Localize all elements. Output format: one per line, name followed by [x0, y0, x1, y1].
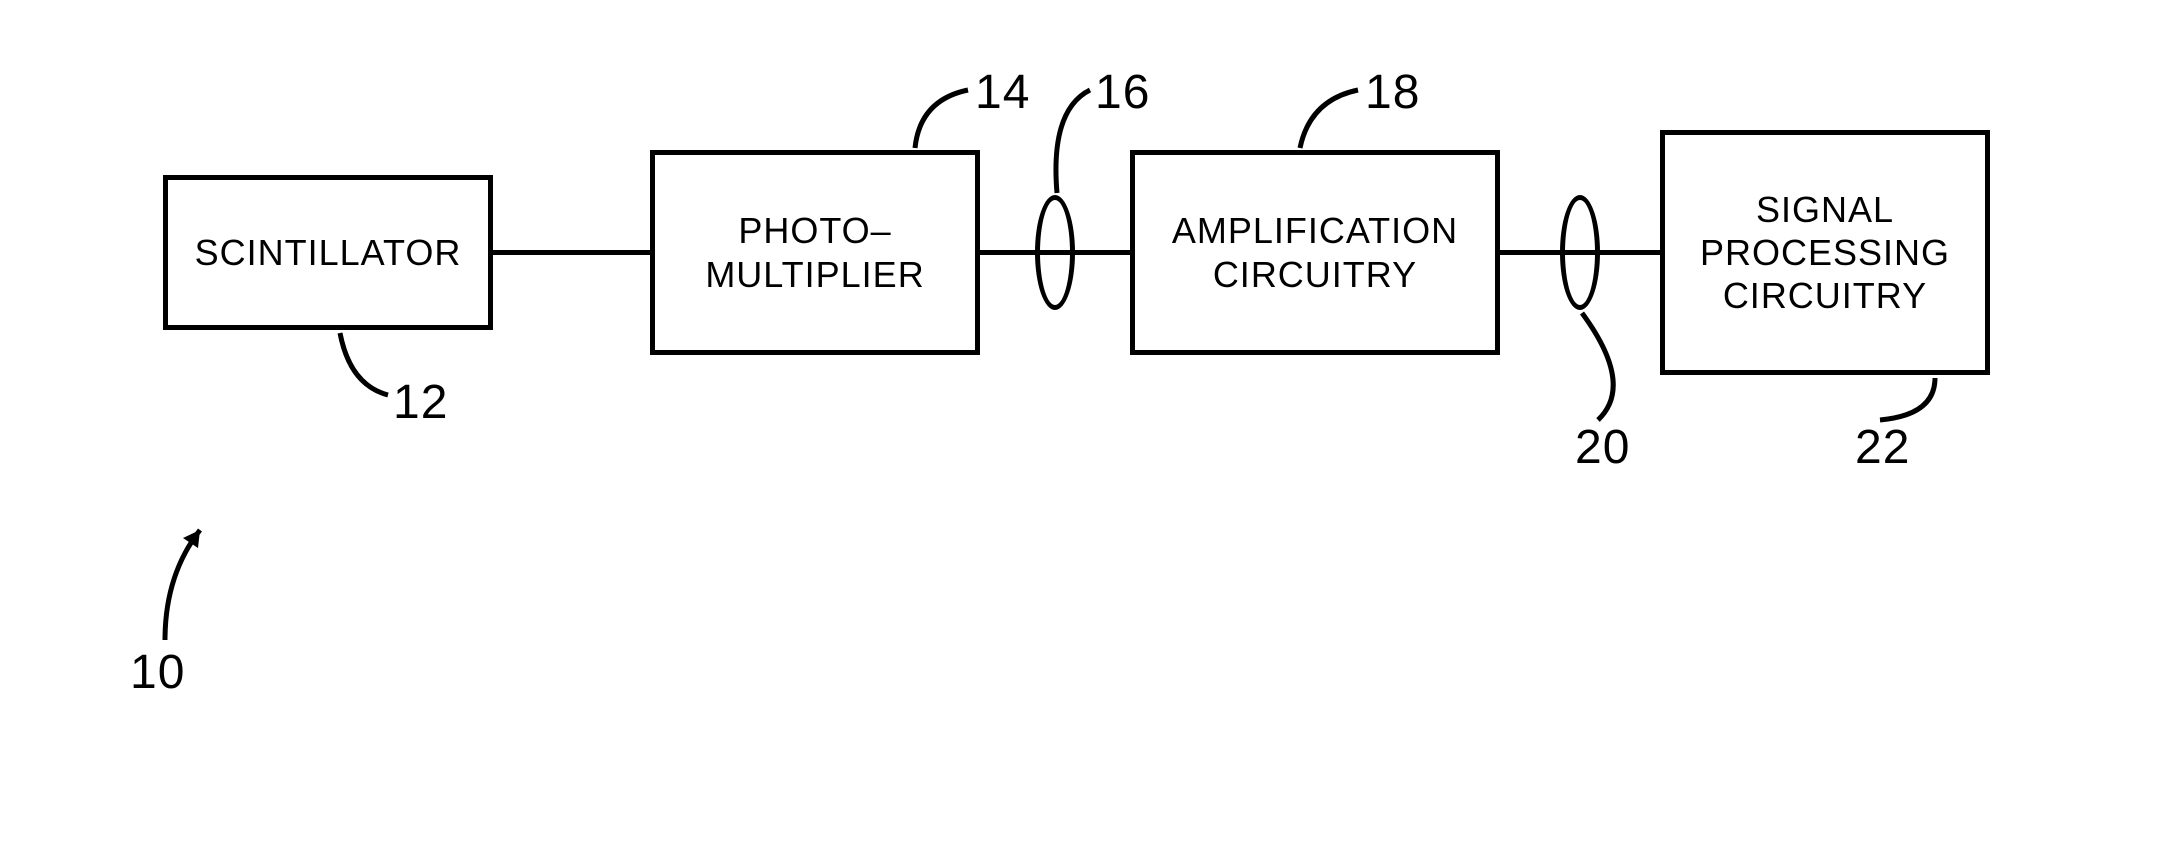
block-diagram: SCINTILLATOR PHOTO– MULTIPLIER AMPLIFICA… — [0, 0, 2159, 842]
system-ref-10: 10 — [130, 645, 185, 700]
system-arrow-10 — [0, 0, 2159, 842]
